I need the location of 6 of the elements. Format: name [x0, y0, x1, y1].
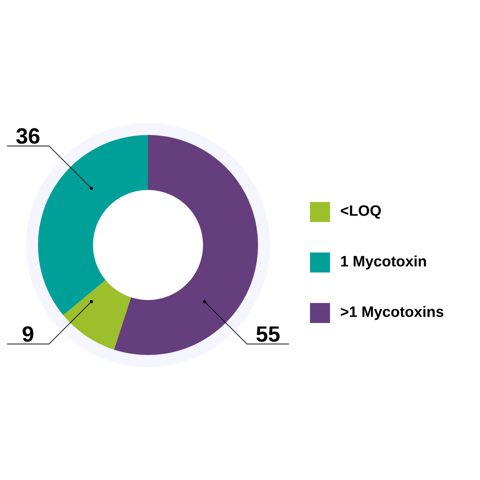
legend-label: 1 Mycotoxin: [341, 256, 426, 270]
data-label: 55: [256, 326, 280, 342]
legend-label: <LOQ: [340, 205, 381, 219]
data-label: 9: [22, 326, 34, 342]
legend-label: >1 Mycotoxins: [340, 306, 444, 320]
data-label: 36: [16, 128, 40, 144]
